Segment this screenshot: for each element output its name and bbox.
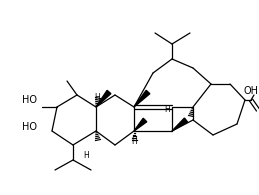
Text: HO: HO (22, 95, 37, 105)
Text: HO: HO (22, 122, 37, 132)
Polygon shape (134, 90, 150, 107)
Polygon shape (96, 90, 111, 107)
Text: OH: OH (244, 86, 259, 96)
Text: H: H (164, 105, 170, 114)
Polygon shape (172, 118, 188, 131)
Text: H: H (131, 136, 137, 145)
Text: H: H (83, 151, 89, 160)
Polygon shape (134, 118, 147, 131)
Text: H: H (94, 92, 100, 102)
